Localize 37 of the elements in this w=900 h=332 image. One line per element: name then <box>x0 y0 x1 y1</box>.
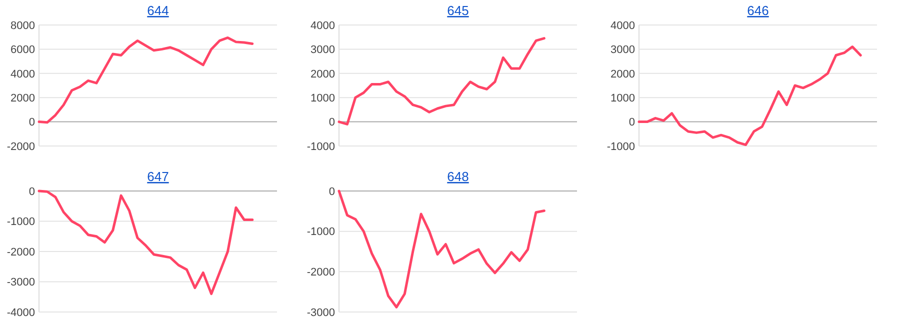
y-tick-label: 4000 <box>610 20 635 32</box>
y-tick-label: 0 <box>28 116 35 129</box>
chart-title: 646 <box>747 3 769 18</box>
chart-title: 644 <box>147 3 169 18</box>
line-series <box>38 36 254 124</box>
y-tick-label: 2000 <box>610 68 635 80</box>
y-tick-label: 4000 <box>10 68 35 80</box>
line-series <box>338 190 546 308</box>
y-tick-label: -2000 <box>6 246 35 258</box>
y-tick-label: -1000 <box>306 226 335 238</box>
y-tick-label: 4000 <box>310 20 335 32</box>
y-tick-label: 2000 <box>310 68 335 80</box>
y-tick-label: -1000 <box>606 140 635 153</box>
chart-title: 645 <box>447 3 469 18</box>
y-tick-label: 1000 <box>610 92 635 104</box>
y-tick-label: 0 <box>328 116 335 129</box>
y-tick-label: -1000 <box>306 140 335 153</box>
y-tick-label: -3000 <box>306 306 335 319</box>
y-tick-label: 6000 <box>10 44 35 56</box>
y-tick-label: 0 <box>28 186 35 198</box>
y-tick-label: 0 <box>628 116 635 129</box>
chart-title: 648 <box>447 169 469 184</box>
y-tick-label: 1000 <box>310 92 335 104</box>
chart-title: 647 <box>147 169 169 184</box>
y-tick-label: 2000 <box>10 92 35 104</box>
line-series <box>338 37 546 126</box>
y-tick-label: -2000 <box>306 266 335 279</box>
line-series <box>38 190 254 296</box>
y-tick-label: -2000 <box>6 140 35 153</box>
y-tick-label: 0 <box>328 186 335 198</box>
y-tick-label: 3000 <box>610 44 635 56</box>
y-tick-label: -3000 <box>6 276 35 289</box>
line-series <box>638 46 862 146</box>
y-tick-label: 3000 <box>310 44 335 56</box>
y-tick-label: 8000 <box>10 20 35 32</box>
y-tick-label: -4000 <box>6 306 35 319</box>
y-tick-label: -1000 <box>6 216 35 228</box>
